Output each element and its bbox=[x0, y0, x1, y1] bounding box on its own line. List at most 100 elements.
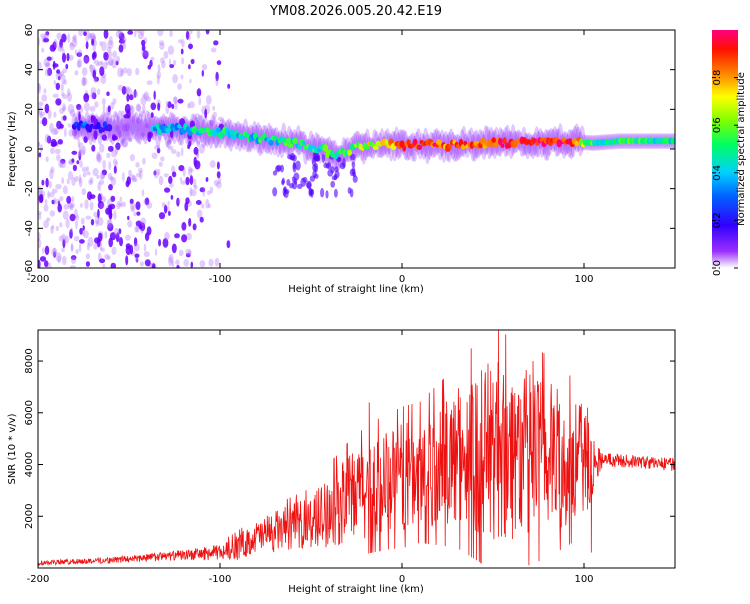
noise-blob bbox=[99, 179, 105, 185]
noise-blob bbox=[59, 45, 64, 50]
noise-blob bbox=[115, 142, 121, 151]
noise-blob bbox=[209, 160, 216, 168]
noise-blob bbox=[208, 258, 214, 267]
noise-blob bbox=[82, 172, 87, 178]
noise-blob bbox=[70, 242, 74, 253]
noise-blob bbox=[89, 64, 93, 73]
noise-blob bbox=[167, 101, 172, 109]
scatter-blob bbox=[333, 188, 338, 198]
noise-blob bbox=[64, 237, 67, 244]
noise-blob bbox=[207, 190, 211, 195]
scatter-blob bbox=[342, 157, 346, 168]
noise-blob bbox=[193, 178, 197, 189]
noise-blob bbox=[103, 51, 109, 61]
noise-blob bbox=[199, 187, 206, 193]
ridge-cell bbox=[574, 141, 579, 147]
noise-blob bbox=[76, 60, 81, 68]
ridge-cell bbox=[498, 137, 503, 146]
noise-blob bbox=[61, 177, 65, 185]
noise-blob bbox=[168, 210, 171, 216]
noise-blob bbox=[45, 31, 50, 36]
noise-blob bbox=[185, 248, 192, 256]
noise-blob bbox=[72, 164, 77, 172]
noise-blob bbox=[39, 113, 43, 119]
ridge-halo bbox=[135, 116, 142, 144]
snr-y-tick-label: 8000 bbox=[24, 348, 35, 373]
noise-blob bbox=[205, 177, 209, 182]
noise-blob bbox=[190, 261, 194, 268]
noise-blob bbox=[160, 57, 165, 64]
noise-blob bbox=[71, 195, 75, 203]
noise-blob bbox=[61, 233, 66, 241]
noise-blob bbox=[61, 247, 65, 253]
noise-blob bbox=[38, 213, 42, 221]
noise-blob bbox=[101, 173, 106, 180]
noise-blob bbox=[48, 180, 52, 189]
noise-blob bbox=[188, 168, 194, 173]
ridge-halo bbox=[138, 118, 145, 141]
noise-blob bbox=[161, 60, 166, 69]
noise-blob bbox=[61, 33, 67, 43]
ridge-cell bbox=[100, 127, 106, 133]
noise-blob bbox=[193, 156, 197, 167]
noise-blob bbox=[43, 58, 50, 67]
ridge-cell bbox=[273, 135, 278, 141]
ridge-cell bbox=[448, 144, 452, 149]
noise-blob bbox=[139, 261, 144, 267]
ridge-halo bbox=[133, 111, 140, 142]
noise-blob bbox=[127, 30, 134, 35]
scatter-blob bbox=[325, 163, 329, 169]
noise-blob bbox=[91, 144, 96, 152]
noise-blob bbox=[118, 44, 124, 53]
noise-blob bbox=[159, 42, 165, 50]
noise-blob bbox=[47, 67, 52, 76]
colorbar-tick-label: 0.6 bbox=[712, 117, 723, 133]
noise-blob bbox=[126, 176, 131, 186]
scatter-blob bbox=[283, 189, 289, 199]
ridge-cell bbox=[672, 137, 675, 145]
noise-blob bbox=[117, 67, 124, 78]
snr-y-ticks: 2000 4000 6000 8000 bbox=[24, 348, 675, 529]
noise-blob bbox=[188, 64, 191, 70]
noise-blob bbox=[216, 60, 222, 66]
snr-x-tick-label: 0 bbox=[399, 574, 405, 585]
scatter-blob bbox=[281, 177, 285, 185]
noise-blob bbox=[142, 157, 146, 165]
ridge-cell bbox=[500, 143, 505, 148]
scatter-blob bbox=[291, 180, 298, 190]
noise-blob bbox=[185, 253, 191, 258]
noise-blob bbox=[38, 194, 44, 204]
noise-blob bbox=[156, 74, 160, 85]
noise-blob bbox=[93, 57, 96, 64]
noise-blob bbox=[59, 107, 65, 114]
noise-blob bbox=[77, 138, 81, 148]
noise-blob bbox=[120, 138, 124, 147]
colorbar-label: Normalized spectral amplitude bbox=[736, 72, 747, 226]
noise-blob bbox=[73, 235, 80, 242]
noise-blob bbox=[89, 106, 96, 112]
noise-blob bbox=[72, 129, 78, 137]
noise-blob bbox=[59, 38, 63, 48]
noise-blob bbox=[104, 253, 110, 260]
noise-blob bbox=[207, 203, 211, 209]
noise-blob bbox=[39, 144, 43, 153]
noise-blob bbox=[116, 133, 123, 138]
noise-blob bbox=[67, 123, 72, 128]
noise-blob bbox=[81, 166, 88, 173]
noise-blob bbox=[104, 231, 108, 239]
noise-blob bbox=[72, 128, 77, 137]
ridge-cell bbox=[292, 137, 298, 145]
noise-blob bbox=[45, 62, 51, 67]
noise-blob bbox=[185, 197, 190, 205]
noise-blob bbox=[99, 143, 105, 153]
noise-blob bbox=[131, 115, 135, 124]
noise-blob bbox=[205, 95, 212, 105]
noise-blob bbox=[57, 203, 62, 213]
noise-blob bbox=[172, 74, 179, 84]
noise-blob bbox=[158, 175, 164, 186]
noise-blob bbox=[126, 68, 132, 77]
ridge-halo bbox=[106, 108, 112, 139]
noise-blob bbox=[140, 96, 147, 106]
noise-blob bbox=[45, 63, 51, 68]
noise-blob bbox=[113, 111, 118, 118]
